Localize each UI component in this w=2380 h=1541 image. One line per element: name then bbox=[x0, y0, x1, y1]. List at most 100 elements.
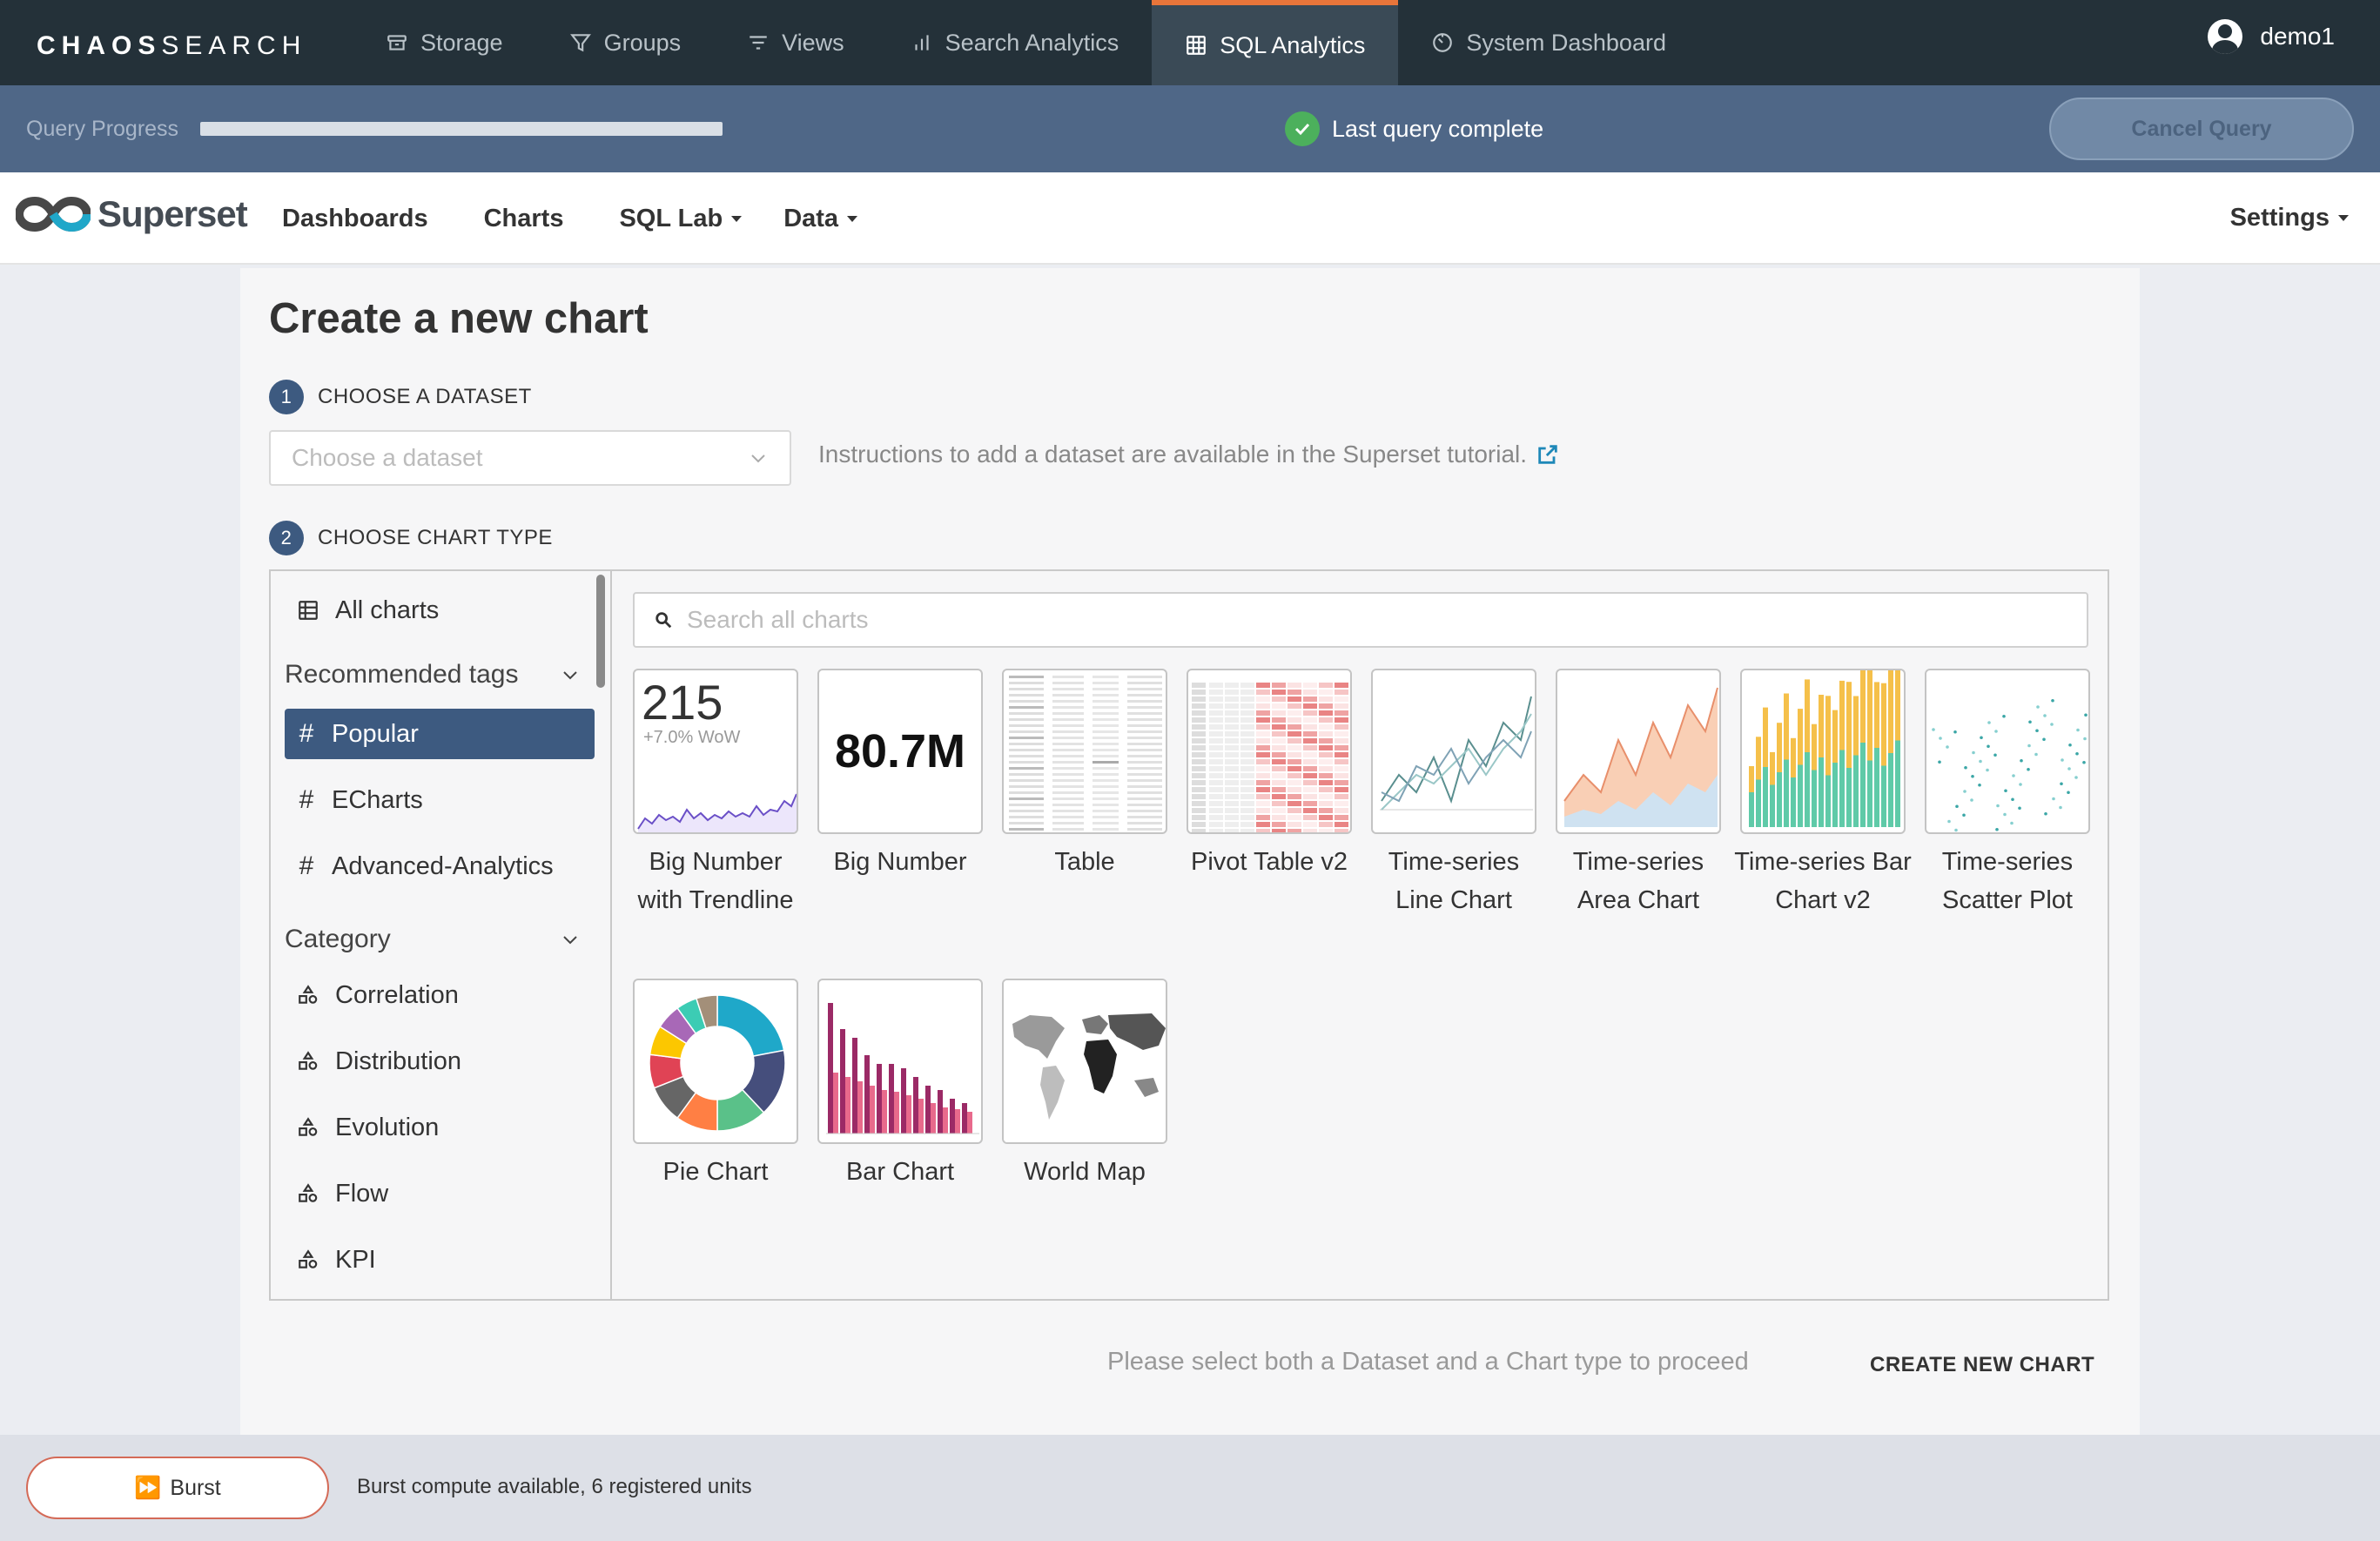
chart-tile-ts-scatter[interactable] bbox=[1925, 669, 2090, 834]
chart-tile-pie[interactable] bbox=[633, 979, 798, 1144]
sidebar-item-correlation[interactable]: Correlation bbox=[285, 970, 595, 1020]
sidebar-item-distribution[interactable]: Distribution bbox=[285, 1036, 595, 1087]
hash-icon: # bbox=[299, 851, 314, 880]
superset-menu: Dashboards Charts SQL Lab Data bbox=[282, 172, 913, 265]
superset-logo[interactable]: Superset bbox=[16, 193, 248, 235]
sidebar-item-label: Evolution bbox=[335, 1113, 440, 1141]
dataset-select-placeholder: Choose a dataset bbox=[292, 444, 483, 471]
hash-icon: # bbox=[299, 719, 314, 748]
sidebar-item-label: Popular bbox=[332, 719, 419, 748]
menu-charts[interactable]: Charts bbox=[484, 205, 564, 233]
tab-search-analytics[interactable]: Search Analytics bbox=[877, 0, 1153, 85]
step-number: 1 bbox=[269, 380, 304, 414]
menu-settings[interactable]: Settings bbox=[2230, 204, 2349, 232]
query-progress-track bbox=[200, 122, 723, 136]
sidebar-item-all-charts[interactable]: All charts bbox=[285, 585, 595, 636]
table-icon bbox=[299, 601, 318, 620]
category-header[interactable]: Category bbox=[285, 925, 581, 954]
menu-sql-lab[interactable]: SQL Lab bbox=[619, 204, 743, 233]
sidebar-item-popular[interactable]: # Popular bbox=[285, 709, 595, 759]
sidebar-item-echarts[interactable]: # ECharts bbox=[285, 775, 595, 825]
step-number: 2 bbox=[269, 521, 304, 555]
chart-tile-bar[interactable] bbox=[817, 979, 983, 1144]
user-menu[interactable]: demo1 bbox=[2208, 19, 2335, 54]
sidebar-scrollbar[interactable] bbox=[596, 575, 605, 688]
thumb-pivot bbox=[1192, 683, 1348, 832]
sidebar-item-evolution[interactable]: Evolution bbox=[285, 1102, 595, 1153]
chart-tile-ts-bar[interactable] bbox=[1740, 669, 1906, 834]
chevron-down-icon bbox=[563, 671, 577, 680]
menu-data[interactable]: Data bbox=[783, 205, 858, 233]
thumb-table bbox=[1009, 676, 1162, 831]
sidebar-item-label: Distribution bbox=[335, 1046, 462, 1075]
sidebar-item-flow[interactable]: Flow bbox=[285, 1168, 595, 1219]
chart-tile-label: Pie Chart bbox=[662, 1158, 769, 1186]
tab-system-dashboard[interactable]: System Dashboard bbox=[1398, 0, 1699, 85]
create-new-chart-button[interactable]: CREATE NEW CHART bbox=[1870, 1353, 2095, 1376]
chart-search-input[interactable]: Search all charts bbox=[633, 592, 2088, 648]
sidebar-item-advanced-analytics[interactable]: # Advanced-Analytics bbox=[285, 841, 595, 892]
shapes-icon bbox=[299, 1051, 318, 1070]
shapes-icon bbox=[299, 1117, 318, 1136]
chart-tile-label: Bar Chart bbox=[845, 1158, 955, 1186]
section-label: Recommended tags bbox=[285, 660, 519, 689]
chart-tile-pivot-table[interactable] bbox=[1187, 669, 1352, 834]
thumb-scatter bbox=[1932, 698, 2088, 832]
chart-tile-big-number[interactable]: 80.7M bbox=[817, 669, 983, 834]
chart-tile-ts-area[interactable] bbox=[1556, 669, 1721, 834]
tab-views[interactable]: Views bbox=[714, 0, 877, 85]
sidebar-item-kpi[interactable]: KPI bbox=[285, 1235, 595, 1285]
chart-tile-label: Time-series Line Chart bbox=[1388, 848, 1520, 914]
section-label: Category bbox=[285, 925, 391, 953]
menu-label: SQL Lab bbox=[619, 204, 723, 232]
chart-tile-ts-line[interactable] bbox=[1371, 669, 1536, 834]
external-link-icon[interactable] bbox=[1536, 442, 1560, 467]
search-icon bbox=[656, 612, 672, 629]
chart-tile-big-number-trendline[interactable]: 215 +7.0% WoW bbox=[633, 669, 798, 834]
username: demo1 bbox=[2260, 23, 2335, 50]
chart-tile-label: Big Number bbox=[833, 848, 967, 876]
shapes-icon bbox=[299, 1183, 318, 1202]
menu-label: Dashboards bbox=[282, 204, 428, 232]
chart-tile-table[interactable] bbox=[1002, 669, 1167, 834]
thumb-bar bbox=[826, 1003, 979, 1134]
burst-button[interactable]: ⏩ Burst bbox=[26, 1457, 329, 1519]
menu-dashboards[interactable]: Dashboards bbox=[282, 205, 428, 233]
thumb-value: 80.7M bbox=[834, 725, 966, 777]
step-choose-dataset: 1 CHOOSE A DATASET bbox=[269, 380, 532, 414]
step-label: CHOOSE CHART TYPE bbox=[318, 526, 553, 549]
sidebar-item-label: All charts bbox=[335, 596, 440, 624]
thumb-line bbox=[1380, 696, 1533, 811]
storage-icon bbox=[387, 35, 407, 50]
tab-storage[interactable]: Storage bbox=[353, 0, 536, 85]
chart-tile-world-map[interactable] bbox=[1002, 979, 1167, 1144]
cancel-query-button[interactable]: Cancel Query bbox=[2049, 98, 2354, 160]
sidebar-item-label: Correlation bbox=[335, 980, 459, 1009]
chart-tile-label: World Map bbox=[1024, 1158, 1146, 1186]
menu-label: Charts bbox=[483, 204, 564, 232]
tab-groups[interactable]: Groups bbox=[536, 0, 715, 85]
recommended-tags-header[interactable]: Recommended tags bbox=[285, 660, 581, 690]
bar-chart-icon bbox=[915, 35, 929, 50]
create-chart-card: Create a new chart 1 CHOOSE A DATASET Ch… bbox=[240, 268, 2140, 1435]
chart-tile-label: Pivot Table v2 bbox=[1190, 848, 1348, 876]
dataset-instructions: Instructions to add a dataset are availa… bbox=[818, 441, 1560, 468]
chart-tile-label: Time-series Scatter Plot bbox=[1941, 848, 2074, 914]
user-avatar-icon bbox=[2208, 19, 2243, 54]
caret-down-icon bbox=[2338, 215, 2349, 221]
tab-label: Storage bbox=[420, 29, 503, 56]
burst-label: Burst bbox=[170, 1475, 221, 1500]
chaossearch-logo[interactable]: CHAOSSEARCH bbox=[37, 31, 307, 60]
fast-forward-icon: ⏩ bbox=[134, 1475, 162, 1500]
menu-label: Settings bbox=[2229, 204, 2330, 232]
thumb-ts-bar bbox=[1749, 670, 1900, 827]
tab-sql-analytics[interactable]: SQL Analytics bbox=[1152, 0, 1399, 85]
tab-label: Search Analytics bbox=[945, 29, 1119, 56]
thumb-value: 215 bbox=[642, 675, 723, 730]
superset-header: Superset Dashboards Charts SQL Lab Data … bbox=[0, 172, 2380, 265]
step-label: CHOOSE A DATASET bbox=[318, 385, 532, 408]
burst-info: Burst compute available, 6 registered un… bbox=[357, 1475, 752, 1498]
dataset-select[interactable]: Choose a dataset bbox=[269, 430, 791, 486]
chart-type-chooser: All charts Recommended tags # Popular # … bbox=[269, 569, 2109, 1301]
shapes-icon bbox=[299, 1249, 318, 1268]
